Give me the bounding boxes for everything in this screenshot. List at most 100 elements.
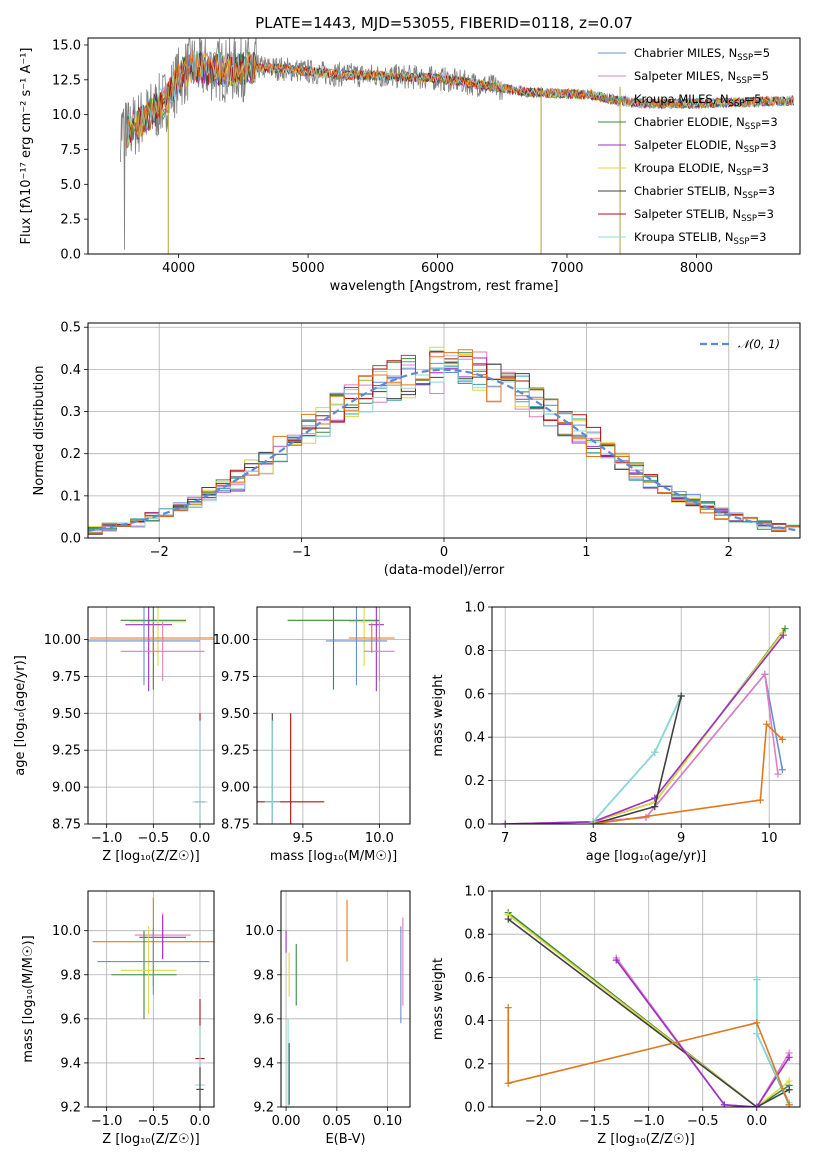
y-axis-label: Flux [fλ10⁻¹⁷ erg cm⁻² s⁻¹ A⁻¹] [19,48,34,245]
plot-area [88,346,800,535]
weight-marker [774,770,782,778]
x-tick-label: −1.0 [633,1114,665,1129]
y-tick-label: 9.6 [60,1012,81,1027]
errorbar-point [120,621,205,681]
y-tick-label: 9.4 [60,1056,81,1071]
legend-label: Chabrier MILES, NSSP=5 [634,46,770,63]
x-tick-label: 5000 [292,261,325,276]
legend-label: Kroupa STELIB, NSSP=3 [634,230,766,247]
y-tick-label: 0.0 [464,818,485,833]
axes-frame [280,890,411,1108]
x-tick-label: 0.05 [322,1114,351,1129]
errorbar-point [120,607,186,690]
errorbar-point [348,607,380,667]
errorbar-point [97,928,210,995]
y-tick-label: 9.25 [52,744,81,759]
y-tick-label: 9.2 [253,1101,274,1116]
x-tick-label: 9 [677,831,685,846]
weight-marker [753,1019,761,1027]
errorbar-point [264,720,280,824]
weight-line [615,959,790,1107]
weight-marker [651,748,659,756]
y-tick-label: 15.0 [52,38,81,53]
y-tick-label: 8.75 [221,818,250,833]
weight-marker [753,1103,761,1107]
x-axis-label: mass [log₁₀(M/M☉)] [270,849,397,864]
weight-marker [785,1077,793,1085]
errorbar-point [120,926,177,1015]
y-tick-label: 10.0 [52,924,81,939]
legend-label: Chabrier STELIB, NSSP=3 [634,184,775,201]
weight-marker [504,1004,512,1012]
errorbar-point [88,607,200,686]
chart-spectrum: 4000 5000 6000 7000 8000 0.0 2.5 5.0 7.5 10.0 12.5… [19,37,801,294]
x-tick-label: 10.0 [365,831,394,846]
weight-marker [501,820,509,824]
y-tick-label: 9.8 [60,968,81,983]
y-tick-label: 0.4 [464,1014,485,1029]
legend-label: Kroupa ELODIE, NSSP=3 [634,161,769,178]
y-tick-label: 0.2 [464,1057,485,1072]
weight-marker [785,1086,793,1094]
y-tick-label: 8.75 [52,818,81,833]
x-axis-label: age [log₁₀(age/yr)] [586,849,707,864]
weight-line [505,632,784,824]
y-tick-label: 1.0 [464,885,485,900]
y-axis-label: Normed distribution [32,366,47,496]
residual-histogram [88,349,800,533]
errorbar-point [325,607,388,686]
y-tick-label: 10.00 [44,633,81,648]
weight-marker [651,803,659,811]
y-tick-label: 0.4 [60,363,81,378]
axes-frame [256,606,411,825]
y-tick-label: 0.5 [60,321,81,336]
y-tick-label: 0.6 [464,687,485,702]
x-tick-label: 0.0 [190,1114,211,1129]
x-tick-label: −1.0 [91,1114,123,1129]
x-axis-label: E(B-V) [325,1132,365,1147]
weight-marker [753,976,761,984]
x-tick-label: 8000 [680,261,713,276]
y-tick-label: 0.1 [60,489,81,504]
x-tick-label: −2.0 [525,1114,557,1129]
weight-marker [612,956,620,964]
weight-line [593,722,783,824]
y-tick-label: 9.00 [52,781,81,796]
errorbar-point [287,607,380,690]
errorbar-point [196,1067,204,1107]
y-tick-label: 0.2 [464,774,485,789]
errorbar-point [192,720,208,824]
axes-frame [87,606,215,825]
weight-marker [677,692,685,700]
figure-title: PLATE=1443, MJD=53055, FIBERID=0118, z=0… [255,14,633,32]
axes-frame [87,322,801,539]
weight-line [507,911,790,1107]
legend: Chabrier MILES, NSSP=5 Salpeter MILES, NS… [598,46,778,247]
x-tick-label: −0.5 [687,1114,719,1129]
x-tick-label: 9.5 [293,831,314,846]
weight-line [592,695,682,823]
weight-marker [778,735,786,743]
y-tick-label: 9.75 [221,670,250,685]
x-tick-label: 0 [440,545,448,560]
errorbar-point [89,623,214,653]
y-tick-label: 12.5 [52,73,81,88]
weight-line [507,914,790,1107]
x-tick-label: −0.5 [138,831,170,846]
weight-line [593,672,779,823]
y-tick-label: 5.0 [60,178,81,193]
axes-frame [491,890,801,1108]
plot-area [501,625,789,824]
y-tick-label: 9.00 [221,781,250,796]
y-tick-label: 10.0 [52,108,81,123]
gaussian-curve [88,368,800,532]
weight-marker [763,720,771,728]
axes-frame [87,37,801,255]
weight-marker [720,1101,728,1107]
legend-label: Salpeter STELIB, NSSP=3 [634,207,774,224]
weight-marker [756,796,764,804]
y-axis-label: mass weight [431,674,446,756]
weight-marker [753,1030,761,1038]
y-axis-label: age [log₁₀(age/yr)] [13,655,28,776]
weight-line [507,1007,790,1106]
